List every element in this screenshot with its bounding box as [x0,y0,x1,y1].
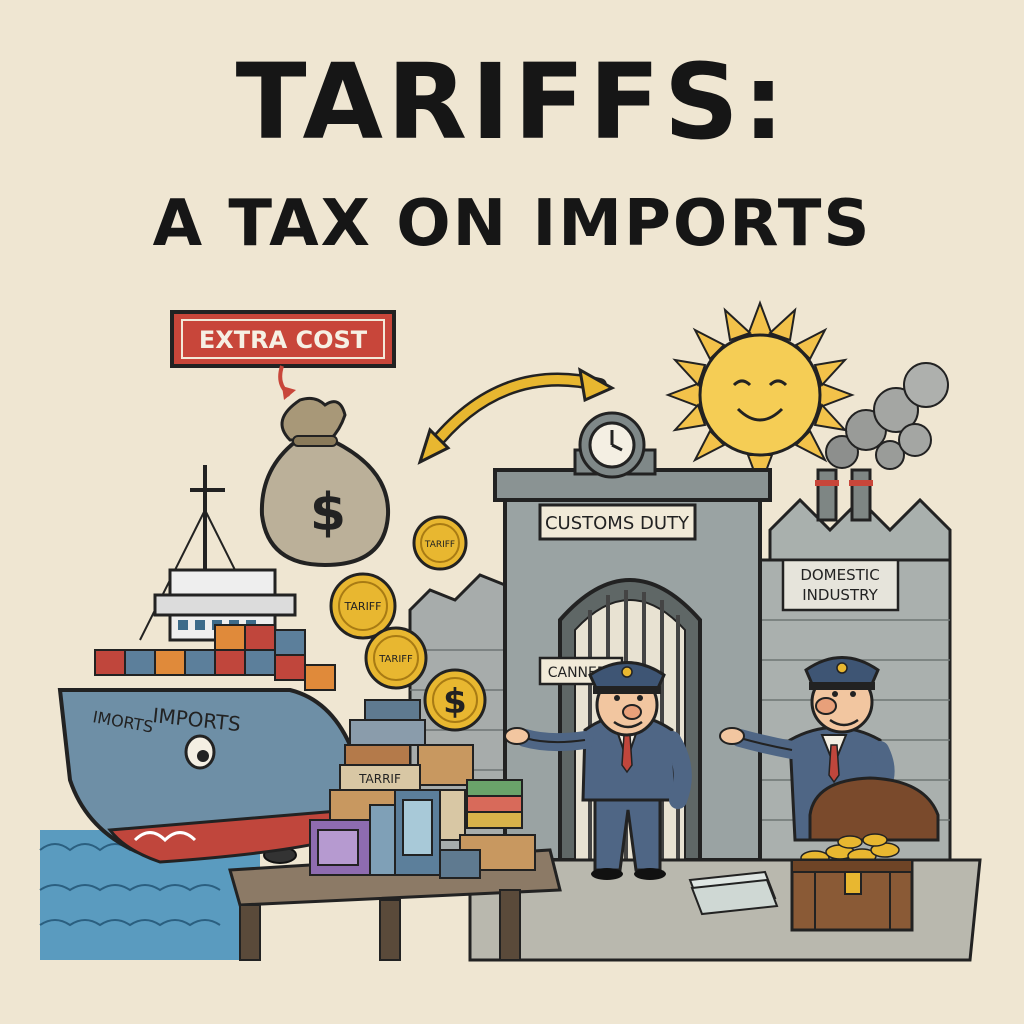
title-tariffs: TARIFFS: [235,41,789,163]
customs-duty-text: CUSTOMS DUTY [545,513,690,534]
money-bag-dollar: $ [310,483,346,543]
money-bag-icon: $ [259,396,391,568]
domestic-text: DOMESTIC [800,566,879,584]
coin-icon: TARIFF [412,515,468,571]
coin-tariff-text-2: TARIFF [344,600,382,613]
coin-dollar-text: $ [443,682,467,722]
extra-cost-text: EXTRA COST [199,326,368,354]
industry-text: INDUSTRY [802,586,878,604]
customs-officer-center [504,661,692,880]
clock-icon [573,411,657,479]
coin-icon: $ [423,668,487,732]
cargo-ship: IMORTS IMPORTS [57,465,352,864]
goods-pile: TARRIF [309,699,536,879]
coin-tariff-text-1: TARIFF [424,540,455,550]
treasure-chest-icon [790,776,940,932]
customs-duty-sign: CUSTOMS DUTY [538,503,697,541]
curved-arrow [417,367,616,465]
smoke-icon [825,362,949,470]
coin-icon: TARIFF [329,572,397,640]
sun-icon [665,300,855,490]
paper-stack [688,870,779,916]
extra-cost-sign: EXTRA COST [170,310,396,400]
subtitle-tax-on-imports: A TAX ON IMPORTS [152,187,872,261]
domestic-industry-sign: DOMESTIC INDUSTRY [781,558,900,612]
crate-tariff-text: TARRIF [358,772,401,786]
coin-tariff-text-3: TARIFF [378,654,413,665]
coin-icon: TARIFF [364,626,428,690]
